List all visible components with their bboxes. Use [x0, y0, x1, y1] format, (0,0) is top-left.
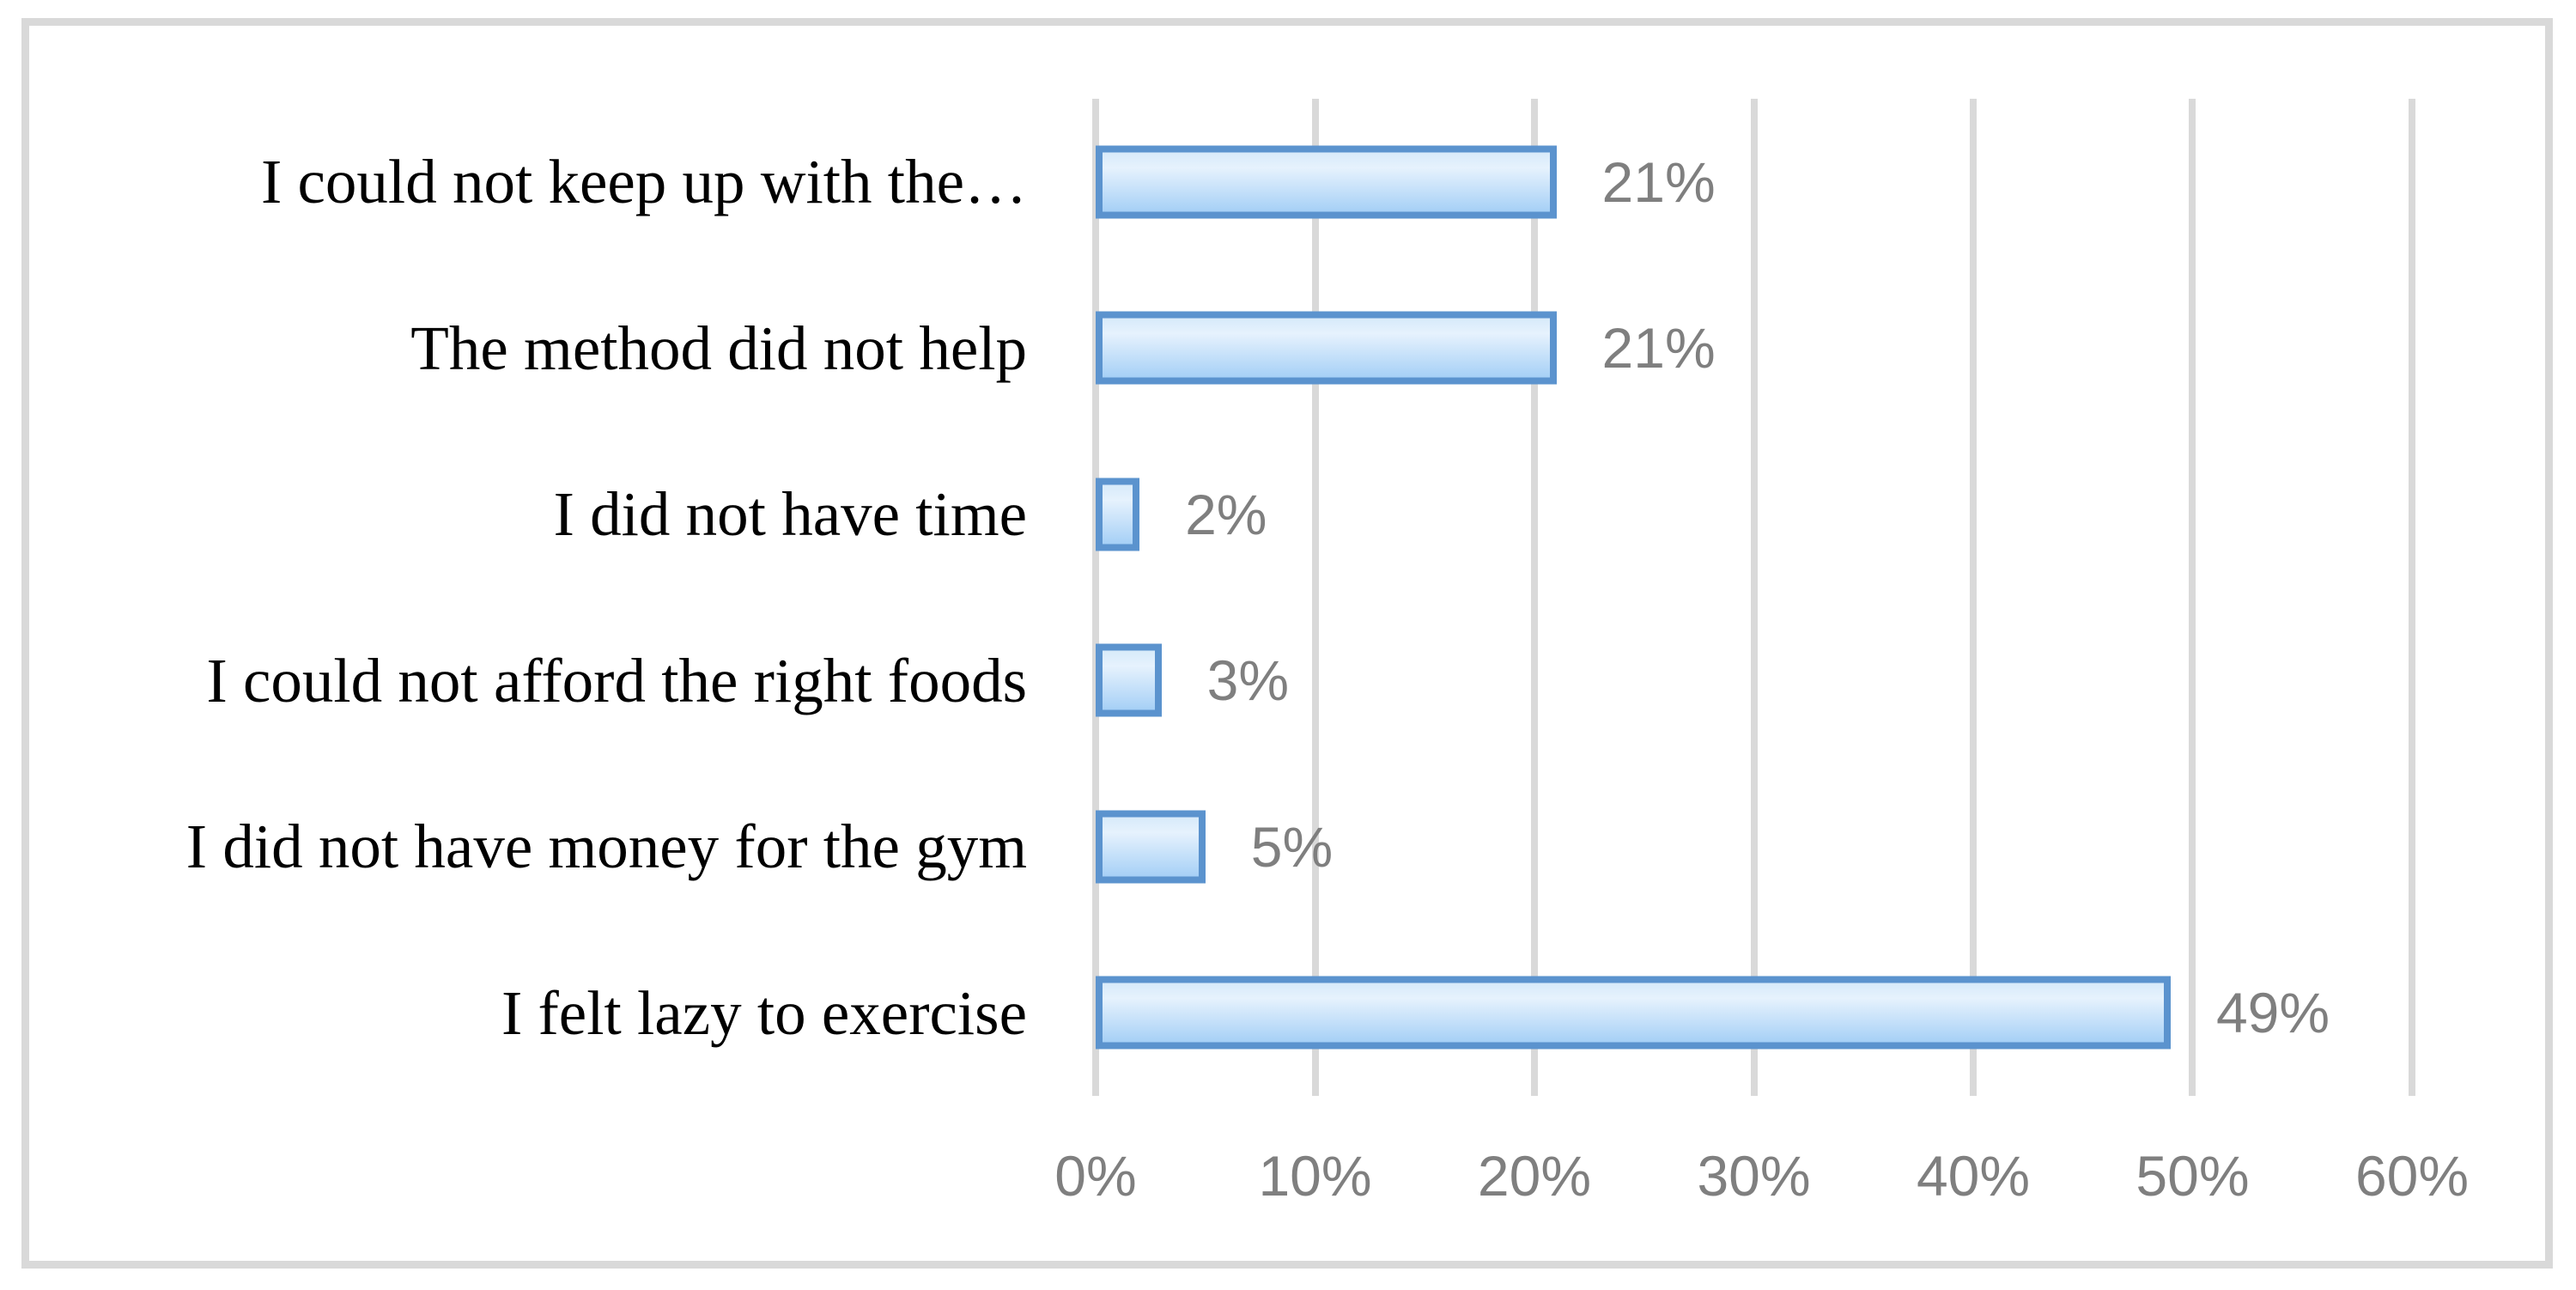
- gridline: [1970, 99, 1977, 1096]
- bar: [1096, 976, 2171, 1050]
- x-tick-label: 30%: [1697, 1144, 1811, 1208]
- gridline: [1092, 99, 1099, 1096]
- chart-row: 5%: [1096, 764, 2412, 930]
- chart-row: 21%: [1096, 265, 2412, 432]
- chart-row: 49%: [1096, 930, 2412, 1097]
- category-label: I could not keep up with the…: [260, 147, 1027, 217]
- chart-frame: [21, 18, 2553, 1269]
- bar: [1096, 810, 1206, 884]
- bar: [1096, 145, 1557, 219]
- category-label: I felt lazy to exercise: [501, 977, 1027, 1048]
- category-label: The method did not help: [410, 313, 1027, 383]
- x-tick-label: 20%: [1477, 1144, 1592, 1208]
- x-tick-label: 10%: [1258, 1144, 1372, 1208]
- chart-row: 21%: [1096, 99, 2412, 265]
- value-label: 2%: [1185, 482, 1267, 546]
- chart-row: 2%: [1096, 431, 2412, 598]
- x-tick-label: 60%: [2354, 1144, 2470, 1208]
- gridline: [1750, 99, 1758, 1096]
- value-label: 21%: [1601, 316, 1716, 380]
- chart-row: 3%: [1096, 598, 2412, 764]
- bar: [1096, 311, 1557, 385]
- value-label: 49%: [2215, 981, 2330, 1045]
- gridline: [1530, 99, 1538, 1096]
- gridline: [2189, 99, 2196, 1096]
- x-tick-label: 0%: [1054, 1144, 1137, 1208]
- value-label: 3%: [1206, 648, 1290, 713]
- gridline: [1311, 99, 1319, 1096]
- gridline: [2409, 99, 2415, 1096]
- x-tick-label: 50%: [2136, 1144, 2250, 1208]
- category-axis: I could not keep up with the… The method…: [34, 99, 1027, 1096]
- category-label: I did not have money for the gym: [185, 812, 1027, 882]
- bar: [1096, 643, 1162, 717]
- category-label: I could not afford the right foods: [206, 645, 1027, 715]
- category-label: I did not have time: [553, 479, 1027, 550]
- value-label: 21%: [1601, 149, 1716, 214]
- bar: [1096, 478, 1140, 551]
- value-label: 5%: [1250, 814, 1334, 879]
- bar-rows: 21% 21% 2% 3% 5% 49%: [1096, 99, 2412, 1096]
- x-axis: 0% 10% 20% 30% 40% 50% 60%: [1054, 1144, 2469, 1216]
- plot-area: 21% 21% 2% 3% 5% 49%: [1092, 99, 2415, 1096]
- x-tick-label: 40%: [1916, 1144, 2031, 1208]
